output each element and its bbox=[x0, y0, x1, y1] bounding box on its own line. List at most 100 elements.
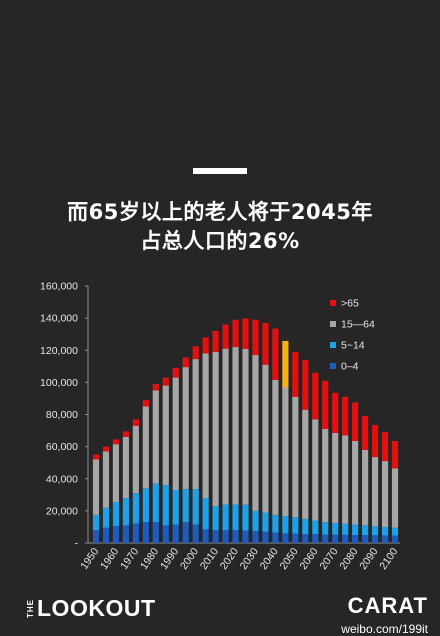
bar-segment bbox=[222, 504, 229, 531]
bar-segment bbox=[212, 530, 219, 543]
headline-line-2: 占总人口的26% bbox=[140, 229, 300, 253]
bar-segment bbox=[192, 489, 199, 525]
bar-segment bbox=[322, 380, 329, 429]
bar-segment bbox=[152, 390, 159, 484]
bar-segment bbox=[102, 527, 110, 543]
bar-segment bbox=[252, 319, 259, 356]
bar-segment bbox=[242, 530, 249, 543]
bar-segment bbox=[212, 506, 219, 531]
bar-segment bbox=[132, 419, 139, 426]
bar-segment bbox=[371, 535, 379, 543]
bar-segment bbox=[352, 534, 359, 543]
bar-segment bbox=[371, 457, 379, 527]
logo-lookout-text: LOOKOUT bbox=[37, 594, 156, 621]
bar-segment bbox=[362, 525, 369, 536]
bar-segment bbox=[132, 523, 139, 543]
bar-segment bbox=[232, 347, 239, 505]
bar-segment bbox=[282, 516, 289, 534]
legend-label: >65 bbox=[341, 298, 359, 310]
bar-segment bbox=[381, 526, 389, 536]
bar-segment bbox=[122, 436, 129, 499]
bar-segment bbox=[132, 493, 139, 524]
bar-segment bbox=[242, 348, 249, 505]
x-tick-label: 2030 bbox=[238, 546, 261, 572]
bar-segment bbox=[102, 451, 110, 508]
bar-segment bbox=[262, 512, 269, 532]
header-accent-bar bbox=[193, 168, 247, 174]
bar-segment bbox=[272, 328, 279, 380]
legend-swatch bbox=[330, 300, 336, 306]
y-tick-label: - bbox=[75, 538, 79, 550]
bar-segment bbox=[282, 340, 289, 388]
bar-segment bbox=[112, 502, 120, 527]
y-tick-label: 40,000 bbox=[46, 473, 78, 485]
bar-segment bbox=[342, 523, 349, 535]
x-tick-label: 2100 bbox=[377, 546, 400, 572]
headline: 而65岁以上的老人将于2045年 占总人口的26% bbox=[0, 198, 440, 256]
population-stacked-bar-chart: - 20,000 40,000 60,000 80,000 100,000 120,000 1… bbox=[40, 281, 401, 572]
y-tick-label: 100,000 bbox=[40, 377, 78, 389]
legend-swatch bbox=[330, 342, 336, 348]
bar-segment bbox=[272, 514, 279, 533]
legend-label: 15—64 bbox=[341, 319, 375, 331]
bar-segment bbox=[272, 379, 279, 515]
bar-segment bbox=[312, 372, 319, 420]
bar-segment bbox=[322, 534, 329, 543]
bar-segment bbox=[332, 392, 339, 433]
weibo-watermark: weibo.com/199it bbox=[341, 622, 428, 636]
bar-segment bbox=[262, 364, 269, 513]
bar-segment bbox=[112, 439, 120, 445]
bar-segment bbox=[232, 319, 239, 348]
legend-swatch bbox=[330, 363, 336, 369]
bar-segment bbox=[391, 527, 399, 536]
y-tick-label: 60,000 bbox=[46, 441, 78, 453]
bar-segment bbox=[252, 530, 259, 543]
bar-segment bbox=[172, 524, 179, 543]
bar-segment bbox=[312, 520, 319, 535]
bar-segment bbox=[182, 489, 189, 523]
bar-segment bbox=[362, 416, 369, 450]
bar-segment bbox=[332, 432, 339, 523]
bar-segment bbox=[182, 357, 189, 368]
bar-segment bbox=[252, 355, 259, 511]
bar-segment bbox=[371, 424, 379, 458]
bar-segment bbox=[322, 522, 329, 535]
x-tick-label: 1980 bbox=[138, 546, 161, 572]
bar-segment bbox=[391, 468, 399, 528]
x-tick-label: 2060 bbox=[298, 546, 321, 572]
bar-segment bbox=[112, 526, 120, 543]
legend-swatch bbox=[330, 321, 336, 327]
bar-segment bbox=[371, 526, 379, 536]
bar-segment bbox=[242, 504, 249, 531]
carat-logo: CARAT bbox=[347, 593, 428, 618]
bar-segment bbox=[342, 396, 349, 436]
bar-segment bbox=[192, 524, 199, 543]
bar-segment bbox=[312, 534, 319, 543]
bar-segment bbox=[222, 530, 229, 543]
bar-segment bbox=[222, 324, 229, 349]
x-tick-label: 2090 bbox=[357, 546, 380, 572]
bar-segment bbox=[352, 524, 359, 535]
bar-segment bbox=[192, 359, 199, 490]
bar-segment bbox=[142, 488, 149, 523]
bar-segment bbox=[162, 385, 169, 486]
x-tick-label: 1960 bbox=[98, 546, 121, 572]
x-tick-label: 1950 bbox=[78, 546, 101, 572]
x-tick-label: 2050 bbox=[278, 546, 301, 572]
bar-segment bbox=[292, 396, 299, 518]
bar-segment bbox=[262, 322, 269, 365]
y-tick-label: 120,000 bbox=[40, 345, 78, 357]
x-tick-label: 2040 bbox=[258, 546, 281, 572]
logo-the-text: THE bbox=[26, 598, 35, 618]
x-tick-label: 2020 bbox=[218, 546, 241, 572]
bar-segment bbox=[342, 534, 349, 543]
y-tick-label: 160,000 bbox=[40, 281, 78, 293]
bar-segment bbox=[202, 529, 209, 543]
bar-segment bbox=[292, 351, 299, 397]
bar-segment bbox=[232, 530, 239, 543]
bar-segment bbox=[122, 498, 129, 526]
bar-segment bbox=[391, 535, 399, 543]
bar-segment bbox=[332, 534, 339, 543]
bar-segment bbox=[102, 507, 110, 528]
bar-segment bbox=[242, 318, 249, 349]
